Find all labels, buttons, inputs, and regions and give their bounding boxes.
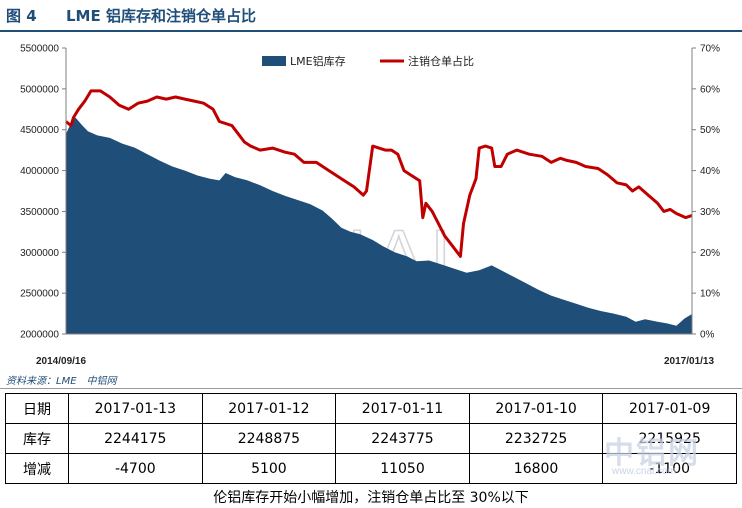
left-tick-label: 2500000 bbox=[20, 289, 59, 300]
table-cell: -4700 bbox=[68, 453, 203, 484]
table-row: 库存 2244175 2248875 2243775 2232725 2215925 bbox=[5, 423, 737, 454]
inventory-area-series bbox=[66, 117, 692, 334]
right-tick-label: 40% bbox=[700, 166, 720, 177]
table-cell: 2232725 bbox=[468, 423, 604, 454]
left-tick-label: 3000000 bbox=[20, 248, 59, 259]
legend-label-ratio: 注销仓单占比 bbox=[408, 54, 474, 68]
logo-watermark: 中铝网 bbox=[604, 436, 700, 471]
left-tick-label: 5000000 bbox=[20, 84, 59, 95]
left-axis-ticks: 2000000 2500000 3000000 3500000 4000000 45000… bbox=[20, 44, 66, 341]
x-start-label: 2014/09/16 bbox=[36, 356, 86, 367]
legend-swatch-inventory bbox=[262, 56, 286, 66]
table-cell: -1100 bbox=[602, 453, 737, 484]
inventory-chart: CNAL 20000002500000300000035000004000000… bbox=[20, 44, 720, 368]
chart-legend: LME铝库存 注销仓单占比 bbox=[262, 54, 474, 68]
right-tick-label: 70% bbox=[700, 44, 720, 55]
table-cell: 2017-01-09 bbox=[602, 393, 737, 424]
left-tick-label: 5500000 bbox=[20, 44, 59, 55]
table-cell: 2243775 bbox=[335, 423, 470, 454]
right-tick-label: 60% bbox=[700, 84, 720, 95]
table-cell: 2244175 bbox=[68, 423, 203, 454]
right-tick-label: 30% bbox=[700, 207, 720, 218]
table-cell: 2017-01-10 bbox=[468, 393, 604, 424]
left-tick-label: 2000000 bbox=[20, 330, 59, 341]
table-cell: 11050 bbox=[335, 453, 470, 484]
inventory-area-layer bbox=[66, 117, 692, 334]
right-tick-label: 50% bbox=[700, 125, 720, 136]
ratio-line-series bbox=[65, 89, 693, 258]
ratio-line-layer bbox=[65, 89, 693, 258]
footer-caption: 伦铝库存开始小幅增加，注销仓单占比至 30%以下 bbox=[213, 490, 529, 506]
figure-title-bar: 图 4 LME 铝库存和注销仓单占比 bbox=[0, 0, 742, 32]
table-cell: 5100 bbox=[201, 453, 337, 484]
row-header: 增减 bbox=[5, 453, 69, 484]
right-tick-label: 0% bbox=[700, 330, 715, 341]
source-divider bbox=[0, 388, 742, 389]
left-tick-label: 3500000 bbox=[20, 207, 59, 218]
chart-axes bbox=[65, 48, 693, 335]
table-row: 日期 2017-01-13 2017-01-12 2017-01-11 2017-01-… bbox=[5, 393, 737, 424]
inventory-table: 日期 2017-01-13 2017-01-12 2017-01-11 2017-01-… bbox=[5, 393, 737, 484]
table-cell: 16800 bbox=[468, 453, 604, 484]
table-cell: 2017-01-12 bbox=[201, 393, 337, 424]
figure-title: LME 铝库存和注销仓单占比 bbox=[66, 7, 256, 25]
table-cell: 2215925 bbox=[602, 423, 737, 454]
row-header: 日期 bbox=[5, 393, 69, 424]
x-end-label: 2017/01/13 bbox=[664, 356, 714, 367]
legend-label-inventory: LME铝库存 bbox=[290, 54, 346, 68]
right-axis-ticks: 0% 10% 20% 30% 40% 50% 60% 70% bbox=[692, 44, 720, 341]
table-cell: 2248875 bbox=[201, 423, 337, 454]
right-tick-label: 20% bbox=[700, 248, 720, 259]
figure-number: 图 4 bbox=[6, 7, 37, 25]
source-note: 资料来源：LME 中铝网 bbox=[6, 376, 117, 387]
logo-url: www.cnal.com bbox=[612, 466, 676, 477]
left-tick-label: 4500000 bbox=[20, 125, 59, 136]
table-cell: 2017-01-11 bbox=[335, 393, 470, 424]
row-header: 库存 bbox=[5, 423, 69, 454]
table-row: 增减 -4700 5100 11050 16800 -1100 bbox=[5, 453, 737, 484]
right-tick-label: 10% bbox=[700, 289, 720, 300]
table-cell: 2017-01-13 bbox=[68, 393, 203, 424]
left-tick-label: 4000000 bbox=[20, 166, 59, 177]
